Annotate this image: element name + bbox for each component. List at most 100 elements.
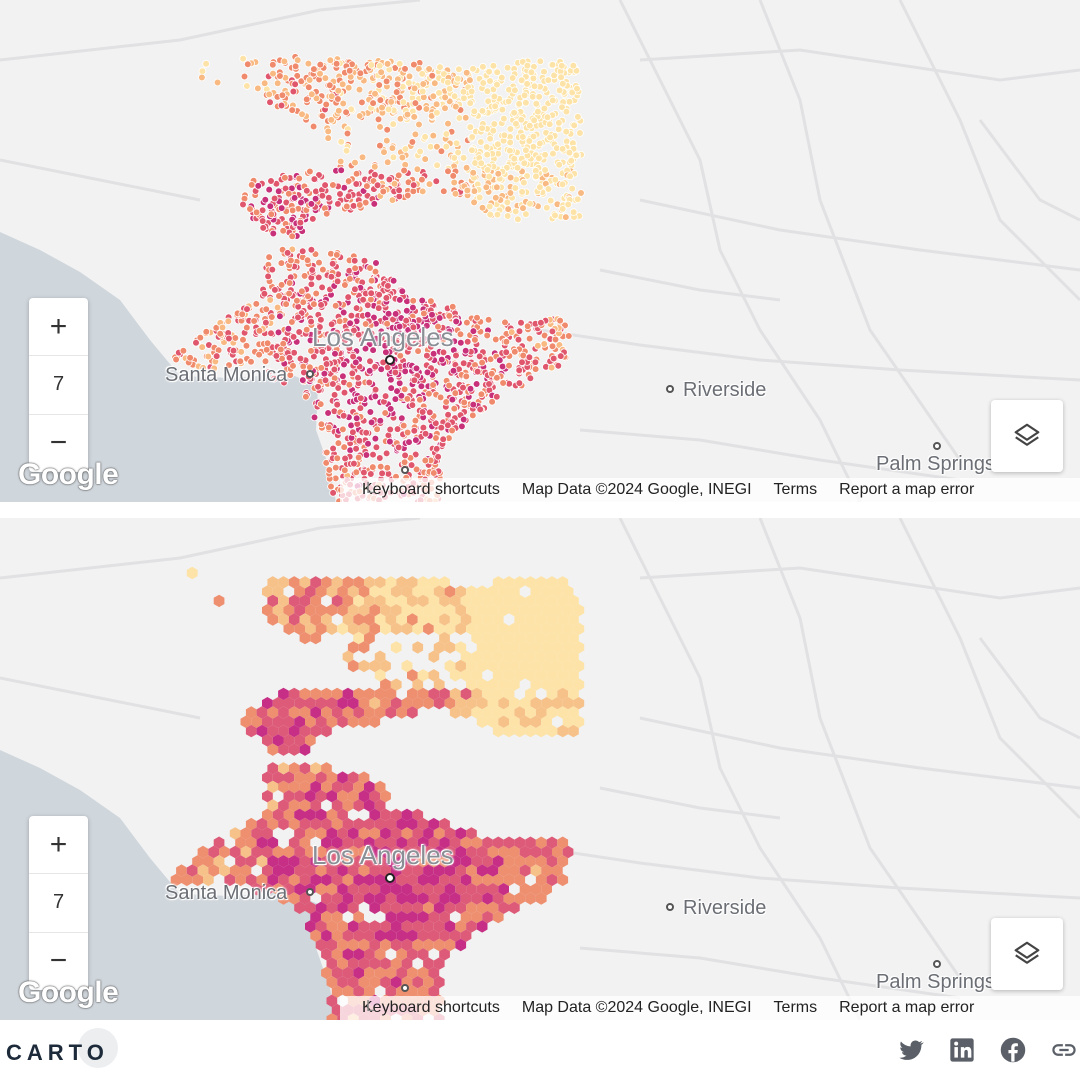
layers-button[interactable] — [991, 400, 1063, 472]
hexbin-cell — [310, 631, 322, 645]
hexbin-cell — [525, 892, 536, 905]
hexbin-cell — [331, 929, 343, 942]
hexbin-cell — [541, 659, 552, 673]
data-point — [329, 444, 337, 453]
report-map-error-link[interactable]: Report a map error — [839, 999, 975, 1016]
keyboard-shortcuts-link[interactable]: Keyboard shortcuts — [362, 481, 500, 498]
hexbin-cell — [240, 715, 252, 728]
data-point — [483, 331, 492, 340]
hexbin-cell — [288, 724, 300, 738]
hexbin-cell — [455, 827, 467, 840]
hexbin-cell — [444, 641, 456, 654]
linkedin-icon[interactable] — [948, 1036, 976, 1064]
hexbin-cell — [288, 594, 300, 608]
report-map-error-link[interactable]: Report a map error — [839, 481, 975, 498]
hexbin-cell — [203, 873, 214, 887]
data-point — [459, 88, 468, 96]
data-point — [366, 408, 375, 416]
hexbin-cell — [283, 864, 295, 877]
data-point — [198, 67, 207, 75]
hexbin-cell — [562, 659, 574, 673]
data-point — [486, 135, 494, 143]
hexbin-cell — [546, 576, 558, 589]
data-point — [536, 183, 544, 191]
data-point — [247, 357, 255, 366]
zoom-out-button[interactable]: − — [49, 944, 68, 978]
hexbin-cell — [417, 929, 429, 942]
hexbin-cell — [552, 845, 563, 859]
carto-logo[interactable]: CARTO — [6, 1040, 109, 1066]
zoom-out-button[interactable]: − — [49, 426, 68, 460]
data-point — [303, 256, 312, 265]
data-point — [503, 198, 512, 207]
hexbin-cell — [498, 678, 509, 691]
data-point — [564, 332, 573, 340]
hexbin-cell — [423, 976, 434, 989]
data-point — [336, 157, 345, 166]
data-point — [404, 79, 413, 87]
zoom-in-button[interactable]: + — [49, 309, 68, 343]
hexbin-cell — [573, 641, 585, 654]
data-point — [478, 203, 487, 212]
hexbin-cell — [514, 836, 526, 849]
data-point — [374, 115, 383, 124]
hexbin-cell — [568, 650, 579, 663]
data-point — [493, 373, 501, 382]
hexbin-cell — [444, 883, 456, 896]
map-panel-hexbins[interactable]: Los Angeles Santa Monica Riverside Palm … — [0, 518, 1080, 1020]
data-point — [367, 276, 376, 285]
data-point — [392, 88, 401, 96]
hexbin-cell — [305, 771, 316, 784]
hexbin-cell — [417, 855, 429, 868]
hexbin-cell — [305, 697, 316, 710]
hexbin-cell — [519, 659, 531, 673]
hexbin-cell — [331, 799, 343, 812]
hexbin-cell — [385, 836, 397, 849]
hexbin-cell — [294, 622, 305, 635]
hexbin-cell — [245, 855, 257, 868]
hexbin-cell — [256, 873, 268, 887]
hexbin-cell — [412, 604, 424, 617]
data-point — [498, 105, 507, 114]
zoom-in-button[interactable]: + — [49, 827, 68, 861]
data-point — [239, 335, 247, 344]
facebook-icon[interactable] — [999, 1036, 1027, 1064]
hexbin-cell — [364, 817, 375, 831]
hexbin-cell — [439, 948, 450, 961]
hexbin-cell — [262, 808, 273, 821]
hexbin-cell — [562, 715, 574, 728]
data-point — [413, 165, 422, 174]
hexbin-cell — [401, 808, 413, 821]
terms-link[interactable]: Terms — [773, 999, 818, 1016]
data-point — [280, 57, 289, 66]
hexbin-cell — [310, 762, 322, 775]
hexbin-cell — [492, 836, 504, 849]
data-point — [500, 131, 509, 140]
twitter-icon[interactable] — [897, 1036, 925, 1064]
hexbin-cell — [181, 873, 193, 887]
data-point — [401, 145, 410, 153]
hexbin-cell — [557, 650, 569, 663]
hexbin-cell — [288, 799, 300, 812]
data-point — [363, 310, 372, 319]
data-point — [286, 371, 295, 379]
hexbin-cell — [321, 687, 332, 701]
link-icon[interactable] — [1050, 1036, 1078, 1064]
layers-button[interactable] — [991, 918, 1063, 990]
hexbin-cell — [487, 641, 499, 654]
map-panel-points[interactable]: Los Angeles Santa Monica Riverside Palm … — [0, 0, 1080, 502]
hexbin-cell — [471, 892, 483, 905]
data-point — [366, 357, 374, 366]
data-point — [511, 184, 520, 192]
hexbin-cell — [535, 706, 547, 719]
data-point — [368, 463, 377, 471]
keyboard-shortcuts-link[interactable]: Keyboard shortcuts — [362, 999, 500, 1016]
data-point — [264, 272, 272, 281]
terms-link[interactable]: Terms — [773, 481, 818, 498]
data-point — [365, 367, 374, 375]
hexbin-cell — [380, 585, 391, 598]
hexbin-cell — [337, 715, 348, 728]
data-point — [358, 98, 366, 107]
hexbin-cell — [535, 650, 547, 663]
hexbin-cell — [444, 901, 456, 914]
